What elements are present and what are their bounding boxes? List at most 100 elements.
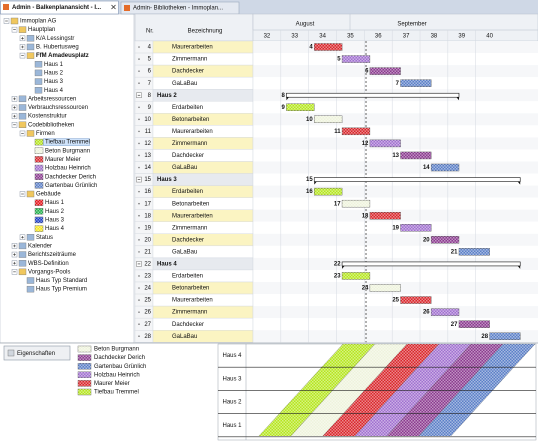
tree-item[interactable]: Kostenstruktur bbox=[28, 114, 67, 120]
week-label: 40 bbox=[486, 34, 493, 40]
tree-swatch-pattern bbox=[35, 216, 43, 223]
tree-item[interactable]: Haus 1 bbox=[45, 200, 65, 206]
tree-item[interactable]: WBS-Definition bbox=[28, 261, 69, 267]
tree-item[interactable]: K/A Lessingstr bbox=[36, 36, 74, 42]
tree-item[interactable]: Dachdecker Derich bbox=[45, 174, 96, 180]
task-bar-pattern bbox=[342, 272, 370, 280]
row-label: Erdarbeiten bbox=[172, 189, 203, 195]
tree-item[interactable]: Haus 2 bbox=[44, 70, 64, 76]
tree-item[interactable]: Maurer Meier bbox=[45, 157, 81, 163]
month-label: September bbox=[397, 22, 426, 28]
tree-item[interactable]: Immoplan AG bbox=[20, 19, 57, 25]
bar-label: 16 bbox=[306, 189, 313, 195]
tree-swatch-pattern bbox=[35, 199, 43, 206]
tab-close[interactable] bbox=[111, 4, 116, 10]
row-bullet bbox=[138, 70, 140, 72]
bar-label: 25 bbox=[392, 298, 399, 304]
lane-label: Haus 2 bbox=[222, 400, 242, 406]
tree-item[interactable]: B. Hubertusweg bbox=[36, 45, 79, 51]
week-label: 32 bbox=[264, 34, 271, 40]
tree-item[interactable]: Arbeitsressourcen bbox=[28, 96, 76, 102]
gantt-row bbox=[253, 185, 538, 198]
tree-swatch-pattern bbox=[35, 147, 43, 154]
bar-label: 26 bbox=[423, 310, 430, 316]
week-label: 38 bbox=[431, 34, 438, 40]
tree-item[interactable]: Gebäude bbox=[36, 192, 61, 198]
tree-icon bbox=[34, 78, 43, 85]
tree-swatch-pattern bbox=[35, 208, 43, 215]
tree-icon bbox=[18, 121, 27, 129]
tree-item[interactable]: Kalender bbox=[28, 243, 52, 249]
tree-item[interactable]: Status bbox=[36, 235, 53, 241]
tree-item[interactable]: Hauptplan bbox=[28, 27, 55, 33]
label-cell bbox=[152, 330, 254, 343]
tree-icon bbox=[26, 277, 35, 284]
tree-item[interactable]: Berichtszeiträume bbox=[28, 252, 77, 258]
tree-item[interactable]: Verbrauchsressourcen bbox=[28, 105, 88, 111]
tree-item[interactable]: Gartenbau Grünlich bbox=[45, 183, 97, 189]
task-bar-pattern bbox=[342, 200, 370, 208]
legend-swatch-pattern bbox=[78, 346, 91, 352]
row-bullet bbox=[138, 251, 140, 253]
button-label[interactable]: Eigenschaften bbox=[17, 351, 55, 357]
tree-item[interactable]: Haus 2 bbox=[45, 209, 65, 215]
gantt-row bbox=[253, 149, 538, 162]
tree-item[interactable]: Haus 3 bbox=[45, 218, 65, 224]
bar-label: 15 bbox=[306, 177, 313, 183]
gantt-row bbox=[253, 101, 538, 114]
gantt-row bbox=[253, 318, 538, 331]
bar-label: 9 bbox=[282, 105, 286, 111]
row-bullet bbox=[138, 166, 140, 169]
tree-item[interactable]: Haus 3 bbox=[44, 79, 64, 85]
column-header: Bezeichnung bbox=[188, 29, 223, 35]
row-bullet bbox=[138, 82, 140, 84]
week-label: 39 bbox=[458, 34, 465, 40]
bar-label: 17 bbox=[334, 201, 341, 207]
bar-label: 13 bbox=[392, 153, 399, 159]
row-label: GaLaBau bbox=[172, 249, 197, 255]
tab-title[interactable]: Admin - Balkenplanansicht - I... bbox=[12, 5, 101, 11]
tree-item[interactable]: Haus 4 bbox=[45, 226, 65, 232]
tree-icon bbox=[26, 285, 35, 293]
tree-item[interactable]: Firmen bbox=[36, 131, 55, 137]
task-bar-pattern bbox=[369, 284, 401, 292]
row-label: Dachdecker bbox=[172, 153, 204, 159]
task-bar-pattern bbox=[400, 151, 432, 159]
tab[interactable] bbox=[0, 0, 119, 15]
tree-item[interactable]: FfM Amadeusplatz bbox=[36, 53, 89, 59]
tree-item[interactable]: Tiefbau Tremmel bbox=[45, 140, 90, 146]
tab-icon bbox=[3, 4, 9, 10]
row-label: Betonarbeiten bbox=[172, 201, 209, 207]
row-number: 18 bbox=[144, 213, 151, 219]
row-number: 6 bbox=[148, 69, 152, 75]
tree-icon bbox=[18, 95, 27, 103]
tree-item[interactable]: Haus Typ Premium bbox=[36, 287, 87, 293]
tree-selection bbox=[43, 138, 90, 146]
tree-icon bbox=[18, 112, 27, 120]
bar-label: 11 bbox=[334, 129, 341, 135]
week-label: 34 bbox=[319, 34, 326, 40]
tree-item[interactable]: Haus 1 bbox=[44, 62, 64, 68]
row-label: Haus 4 bbox=[157, 262, 177, 268]
tree-icon bbox=[18, 26, 27, 33]
gantt-row bbox=[253, 294, 538, 307]
tree-item[interactable]: Haus 4 bbox=[44, 88, 64, 94]
bar-label: 28 bbox=[481, 334, 488, 340]
bar-label: 12 bbox=[362, 141, 369, 147]
legend-label: Tiefbau Tremmel bbox=[94, 390, 139, 396]
tab-title[interactable]: Admin- Bibliotheken - Immoplan... bbox=[133, 6, 223, 12]
tree-icon bbox=[26, 43, 35, 51]
tree-item[interactable]: Vorgangs-Pools bbox=[28, 269, 70, 275]
lane-label: Haus 4 bbox=[222, 353, 242, 359]
task-bar-pattern bbox=[342, 127, 370, 135]
tree-item[interactable]: Beton Burgmann bbox=[45, 148, 90, 154]
tree-item[interactable]: Holzbau Heinrich bbox=[45, 166, 91, 172]
row-label: Haus 2 bbox=[157, 93, 177, 99]
tree-item[interactable]: Haus Typ Standard bbox=[36, 278, 87, 284]
bar-label: 8 bbox=[282, 93, 286, 99]
properties-button[interactable] bbox=[3, 345, 71, 361]
row-label: Maurerarbeiten bbox=[172, 45, 213, 51]
tree-item[interactable]: Codebibliotheken bbox=[28, 122, 74, 128]
